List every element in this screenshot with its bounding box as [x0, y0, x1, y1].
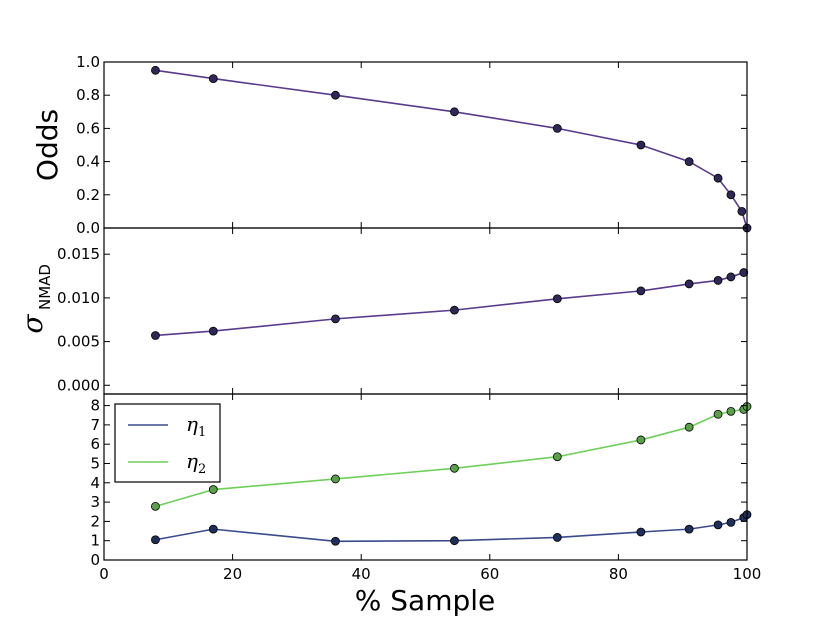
data-point [450, 107, 459, 117]
x-tick-label: 80 [609, 565, 628, 583]
x-tick-label: 100 [733, 565, 762, 583]
data-point [684, 279, 694, 289]
data-point [713, 276, 723, 285]
panel-frame [103, 61, 748, 229]
data-point [552, 533, 562, 542]
y-axis-label-sigma-nmad: σ NMAD [16, 264, 54, 334]
y-tick-label: 0.010 [57, 289, 100, 307]
legend: η 1η 2 [114, 403, 221, 483]
data-point [636, 286, 646, 296]
y-tick-label: 7 [90, 416, 100, 434]
y-tick-label: 0.4 [76, 153, 100, 171]
panel-sigma-nmad: 0.000 0.005 0.010 0.015 [57, 227, 749, 395]
sigma-subscript: NMAD [36, 264, 54, 310]
data-point [713, 173, 723, 183]
panel-frame [103, 227, 748, 395]
data-point [208, 485, 218, 494]
data-point [552, 294, 562, 304]
data-point [684, 524, 694, 534]
x-tick-label: 40 [352, 565, 371, 583]
y-tick-label: 0.8 [76, 86, 100, 104]
y-tick-label: 0.005 [57, 333, 100, 351]
x-tick-label: 0 [99, 565, 109, 583]
y-tick-label: 1 [90, 532, 100, 550]
data-point [713, 409, 723, 419]
data-point [726, 272, 736, 282]
data-point [636, 140, 646, 150]
y-tick-label: 1.0 [76, 53, 100, 71]
data-point [739, 268, 749, 277]
data-point [726, 517, 736, 527]
data-point [331, 474, 340, 484]
y-tick-label: 6 [90, 435, 100, 453]
legend-box [114, 403, 221, 483]
legend-label: η [186, 412, 198, 436]
data-point [684, 422, 694, 432]
data-point [208, 74, 218, 83]
x-axis-ticks: 0 20 40 60 80 100 [99, 565, 761, 583]
data-point [331, 314, 340, 324]
y-tick-label: 3 [90, 493, 100, 511]
data-point [552, 452, 562, 462]
y-tick-label: 0.015 [57, 245, 100, 263]
data-point [450, 463, 459, 473]
series-line-0-0 [155, 69, 748, 229]
y-tick-label: 0 [90, 551, 100, 569]
x-tick-label: 20 [223, 565, 242, 583]
data-point [331, 90, 340, 100]
data-point [726, 406, 736, 416]
data-point [713, 520, 723, 530]
data-point [208, 326, 218, 336]
data-point [737, 206, 747, 216]
series-line-2-1 [155, 405, 748, 508]
y-tick-label: 5 [90, 454, 100, 472]
x-tick-label: 60 [480, 565, 499, 583]
data-point [151, 501, 160, 511]
legend-label: η [186, 449, 198, 473]
legend-label-subscript: 2 [198, 462, 206, 477]
panel-frame [103, 393, 748, 561]
data-point [684, 157, 694, 167]
data-point [331, 536, 340, 546]
data-point [636, 435, 646, 445]
data-point [726, 190, 736, 200]
x-axis-label: % Sample [355, 584, 496, 617]
y-tick-label: 0.000 [57, 376, 100, 394]
data-point [552, 123, 562, 133]
y-tick-label: 8 [90, 397, 100, 415]
series-line-2-0 [155, 514, 748, 543]
y-tick-label: 4 [90, 474, 100, 492]
data-point [151, 65, 160, 75]
legend-label-subscript: 1 [198, 425, 206, 440]
data-point [151, 331, 160, 340]
data-point [450, 536, 459, 546]
data-point [636, 527, 646, 537]
data-point [450, 305, 459, 315]
y-tick-label: 2 [90, 512, 100, 530]
y-axis-label-odds: Odds [31, 109, 64, 181]
y-tick-label: 0.2 [76, 186, 100, 204]
series-line-1-0 [155, 271, 745, 337]
y-tick-label: 0.6 [76, 119, 100, 137]
panel-odds: 0.0 0.2 0.4 0.6 0.8 1.0 [76, 53, 752, 237]
y-tick-label: 0.0 [76, 219, 100, 237]
data-point [208, 524, 218, 534]
sigma-symbol: σ [16, 314, 49, 334]
data-point [151, 535, 160, 545]
